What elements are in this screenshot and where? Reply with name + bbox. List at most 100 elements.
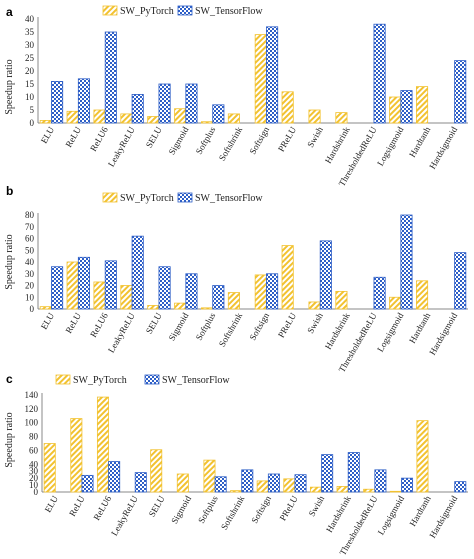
bar-pytorch-c-thresholdedrelu [363,488,376,493]
bar-tensorflow-a-relu6 [104,31,117,124]
bar-tensorflow-a-hardsigmoid [454,60,467,124]
chart-panel-a: a Speedup ratio SW_PyTorch SW_TensorFlow… [4,5,468,188]
y-tick-label-a-1: 5 [30,105,35,115]
bar-pytorch-c-prelu [283,478,296,493]
legend-swatch-pytorch-c [55,374,71,385]
bar-pytorch-b-selu [147,305,160,310]
bar-tensorflow-b-selu [158,266,171,310]
bar-tensorflow-c-softplus [214,476,227,493]
legend-swatch-pytorch-b [102,192,118,203]
x-tick-label-c-swish: Swish [307,494,327,518]
bar-tensorflow-b-softplus [212,285,225,310]
x-tick-label-c-prelu: PReLU [278,494,300,523]
y-tick-label-c-0: 0 [34,487,39,497]
bar-pytorch-a-elu [39,120,52,124]
x-tick-label-a-sigmoid: Sigmoid [167,125,191,157]
bar-pytorch-b-sigmoid [174,302,187,310]
x-tick-label-c-softplus: Softplus [196,494,220,525]
bar-pytorch-c-hardtanh [416,420,429,493]
x-tick-label-b-swish: Swish [305,311,325,335]
bar-tensorflow-a-logsigmoid [400,90,413,124]
x-tick-label-a-softplus: Softplus [194,125,218,156]
legend-label-pytorch-a: SW_PyTorch [120,6,174,17]
x-tick-label-c-relu: ReLU [67,494,87,518]
x-tick-label-a-leakyrelu: LeakyReLU [106,125,137,169]
bar-tensorflow-b-relu [77,256,91,310]
bar-tensorflow-c-softshrink [241,469,254,493]
bar-tensorflow-a-leakyrelu [131,94,144,124]
x-tick-label-b-softshrink: Softshrink [217,311,245,349]
x-tick-label-b-relu: ReLU [63,311,83,335]
bar-tensorflow-a-softplus [212,104,225,124]
x-tick-label-a-softsign: Softsign [248,125,272,156]
y-tick-label-c-6: 80 [29,432,39,442]
bar-pytorch-b-softshrink [227,292,240,310]
bar-pytorch-a-sigmoid [174,108,187,124]
x-tick-label-c-selu: SELU [147,494,167,519]
y-tick-label-a-0: 0 [30,118,35,128]
bar-pytorch-a-swish [308,109,321,124]
bar-tensorflow-c-thresholdedrelu [374,469,387,493]
y-tick-label-a-3: 15 [25,79,35,89]
chart-panel-c: c Speedup ratio SW_PyTorch SW_TensorFlow… [4,372,468,557]
x-tick-label-a-prelu: PReLU [276,125,298,154]
bar-pytorch-a-hardtanh [415,86,429,124]
y-tick-label-c-5: 60 [29,445,39,455]
bar-tensorflow-b-swish [319,240,332,310]
bar-pytorch-b-logsigmoid [389,296,402,310]
y-tick-label-b-7: 70 [25,222,35,232]
x-tick-label-c-elu: ELU [43,494,61,515]
x-tick-label-a-hardsigmoid: Hardsigmoid [427,125,459,171]
x-tick-label-b-softsign: Softsign [248,311,272,342]
bar-tensorflow-a-thresholdedrelu [373,23,386,124]
bar-tensorflow-c-softsign [267,473,280,493]
x-tick-label-a-hardtanh: Hardtanh [407,125,433,159]
legend-b: SW_PyTorch SW_TensorFlow [102,192,263,204]
y-tick-label-c-9: 140 [25,390,39,400]
y-tick-label-a-4: 20 [25,66,35,76]
panel-label-a: a [6,5,13,19]
bar-pytorch-b-relu6 [93,281,106,310]
bar-tensorflow-b-softsign [266,273,279,310]
bar-pytorch-c-sigmoid [176,473,189,493]
legend-label-tensorflow-a: SW_TensorFlow [195,6,263,17]
y-tick-label-c-7: 100 [25,418,39,428]
x-tick-label-c-leakyrelu: LeakyReLU [109,494,140,538]
legend-swatch-tensorflow-c [144,374,160,385]
bar-pytorch-a-softplus [200,121,214,124]
bar-pytorch-c-relu [70,418,83,493]
panel-label-b: b [6,184,13,198]
y-axis-label-b: Speedup ratio [4,234,15,289]
bar-pytorch-b-swish [308,301,321,310]
bar-tensorflow-b-elu [51,266,64,310]
bar-pytorch-a-leakyrelu [120,113,133,124]
x-tick-label-a-selu: SELU [144,125,164,150]
y-tick-label-c-8: 120 [25,404,39,414]
x-tick-label-a-logsigmoid: Logsigmoid [375,125,406,168]
bar-pytorch-b-softsign [254,274,267,310]
x-tick-label-b-elu: ELU [39,311,57,332]
y-tick-label-b-4: 40 [25,257,35,267]
x-tick-label-b-leakyrelu: LeakyReLU [106,311,137,355]
bar-pytorch-b-hardshrink [335,290,348,310]
x-tick-label-a-elu: ELU [39,125,57,146]
bar-pytorch-c-relu6 [96,396,109,493]
x-tick-label-a-swish: Swish [305,125,325,149]
bar-tensorflow-b-thresholdedrelu [373,276,386,310]
x-tick-label-b-hardsigmoid: Hardsigmoid [427,311,459,357]
bar-pytorch-b-prelu [281,245,294,310]
bar-pytorch-c-swish [309,486,322,493]
bar-pytorch-b-hardtanh [415,280,429,310]
bar-pytorch-c-elu [43,443,56,493]
y-tick-label-b-1: 10 [25,292,35,302]
x-tick-label-b-sigmoid: Sigmoid [167,311,191,343]
bar-tensorflow-b-relu6 [104,260,117,310]
bar-pytorch-a-prelu [281,91,294,124]
bar-pytorch-c-hardshrink [336,486,349,493]
legend-swatch-pytorch-a [102,5,118,16]
y-axis-label-c: Speedup ratio [4,412,15,467]
bar-pytorch-c-softshrink [230,490,243,493]
bar-tensorflow-a-sigmoid [185,83,198,124]
